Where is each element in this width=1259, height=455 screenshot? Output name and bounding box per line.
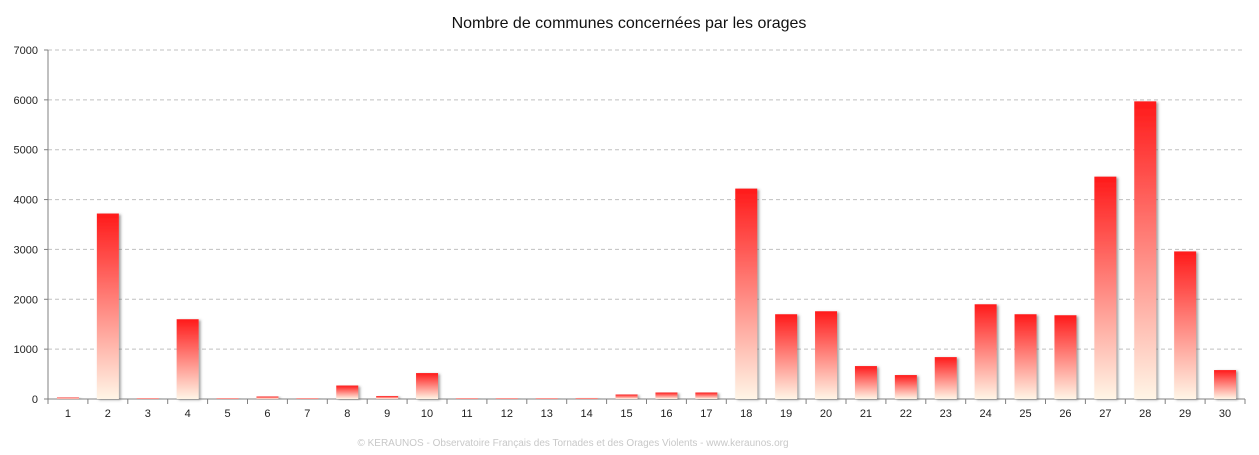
x-tick-label: 26 bbox=[1059, 408, 1071, 420]
x-tick-label: 28 bbox=[1139, 408, 1151, 420]
gridlines bbox=[48, 49, 1245, 350]
bar-26 bbox=[1054, 315, 1077, 399]
x-tick-label: 4 bbox=[185, 408, 191, 420]
x-tick-label: 1 bbox=[65, 408, 71, 420]
x-tick-label: 12 bbox=[501, 408, 513, 420]
bar-27 bbox=[1094, 176, 1117, 399]
bar-13 bbox=[535, 398, 558, 399]
x-tick-label: 24 bbox=[980, 408, 992, 420]
y-tick-label: 2000 bbox=[14, 294, 38, 306]
bar-7 bbox=[296, 398, 319, 399]
x-tick-label: 7 bbox=[304, 408, 310, 420]
x-tick-label: 15 bbox=[620, 408, 632, 420]
x-tick-label: 21 bbox=[860, 408, 872, 420]
x-tick-label: 16 bbox=[660, 408, 672, 420]
bar-24 bbox=[974, 304, 997, 399]
y-tick-label: 0 bbox=[32, 394, 38, 406]
bar-21 bbox=[854, 366, 877, 399]
bar-3 bbox=[136, 398, 159, 399]
x-tick-label: 13 bbox=[541, 408, 553, 420]
x-tick-label: 30 bbox=[1219, 408, 1231, 420]
y-tick-label: 3000 bbox=[14, 244, 38, 256]
x-tick-label: 19 bbox=[780, 408, 792, 420]
y-tick-label: 7000 bbox=[14, 45, 38, 57]
x-tick-label: 23 bbox=[940, 408, 952, 420]
bar-14 bbox=[575, 398, 598, 399]
x-tick-label: 14 bbox=[581, 408, 593, 420]
bar-4 bbox=[176, 319, 199, 399]
bar-8 bbox=[336, 385, 359, 399]
bar-2 bbox=[96, 213, 119, 399]
x-tick-label: 27 bbox=[1099, 408, 1111, 420]
bar-29 bbox=[1174, 251, 1197, 399]
bar-25 bbox=[1014, 314, 1037, 399]
x-tick-label: 29 bbox=[1179, 408, 1191, 420]
copyright-footer: © KERAUNOS - Observatoire Français des T… bbox=[357, 438, 788, 449]
x-tick-label: 10 bbox=[421, 408, 433, 420]
bar-15 bbox=[615, 394, 638, 399]
x-tick-label: 17 bbox=[700, 408, 712, 420]
chart-title: Nombre de communes concernées par les or… bbox=[452, 15, 807, 32]
x-tick-label: 11 bbox=[461, 408, 472, 420]
y-tick-label: 4000 bbox=[14, 195, 38, 207]
bar-9 bbox=[376, 396, 399, 399]
x-tick-label: 18 bbox=[740, 408, 752, 420]
bar-20 bbox=[815, 311, 838, 399]
y-tick-label: 5000 bbox=[14, 145, 38, 157]
x-tick-label: 2 bbox=[105, 408, 111, 420]
bar-6 bbox=[256, 396, 279, 399]
bar-30 bbox=[1214, 370, 1237, 399]
y-tick-label: 6000 bbox=[14, 95, 38, 107]
y-tick-label: 1000 bbox=[14, 344, 38, 356]
bar-1 bbox=[56, 397, 79, 399]
x-tick-label: 5 bbox=[224, 408, 230, 420]
bar-28 bbox=[1134, 101, 1157, 400]
bar-23 bbox=[934, 357, 957, 399]
x-tick-label: 8 bbox=[344, 408, 350, 420]
x-tick-label: 9 bbox=[384, 408, 390, 420]
bars bbox=[56, 101, 1237, 400]
bar-10 bbox=[416, 373, 439, 399]
axes bbox=[44, 49, 1246, 404]
x-tick-label: 6 bbox=[264, 408, 270, 420]
x-tick-label: 25 bbox=[1019, 408, 1031, 420]
x-tick-label: 22 bbox=[900, 408, 912, 420]
bar-11 bbox=[455, 398, 478, 399]
x-tick-label: 3 bbox=[145, 408, 151, 420]
bar-22 bbox=[894, 375, 917, 399]
bar-12 bbox=[495, 398, 518, 399]
bar-5 bbox=[216, 398, 239, 399]
bar-18 bbox=[735, 188, 758, 399]
bar-17 bbox=[695, 392, 718, 399]
x-tick-label: 20 bbox=[820, 408, 832, 420]
bar-16 bbox=[655, 392, 678, 399]
bar-19 bbox=[775, 314, 798, 399]
